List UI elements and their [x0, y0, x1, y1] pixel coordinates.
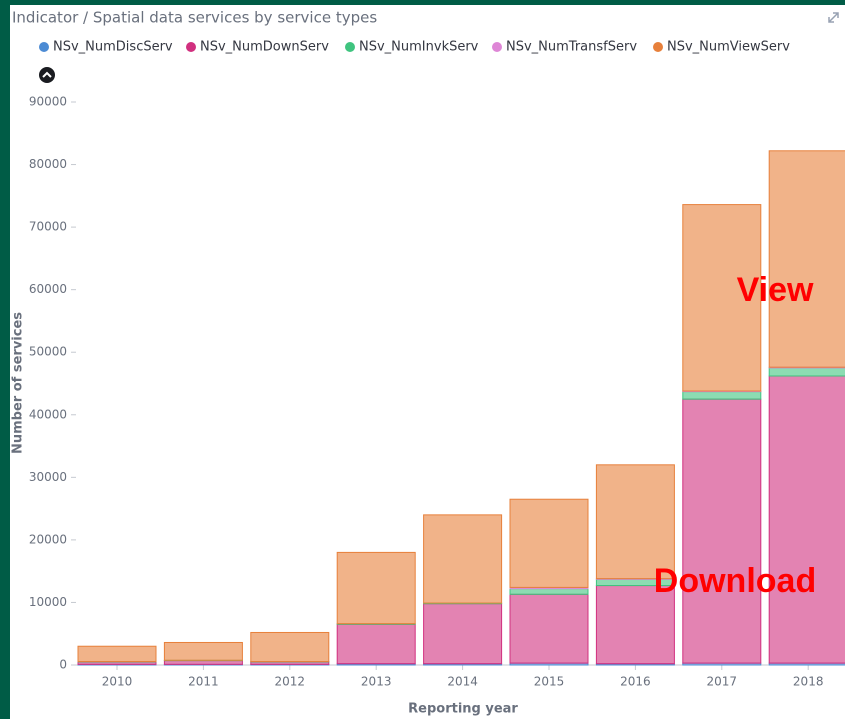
bar-segment: [423, 603, 503, 665]
x-tick-label: 2016: [620, 675, 651, 689]
bar-segment: [163, 641, 243, 661]
bar-segment: [768, 375, 845, 664]
bar-segment: [509, 498, 589, 588]
y-tick-label: 90000: [29, 95, 67, 109]
y-tick-label: 50000: [29, 345, 67, 359]
y-tick-label: 0: [59, 658, 67, 672]
legend-label: NSv_NumDiscServ: [53, 40, 173, 55]
bar-segment: [682, 391, 762, 400]
collapse-legend[interactable]: [39, 67, 55, 83]
chart-title: Indicator / Spatial data services by ser…: [12, 9, 377, 27]
expand-icon[interactable]: [828, 12, 839, 23]
annotation: Download: [654, 562, 816, 600]
legend-label: NSv_NumTransfServ: [506, 40, 637, 55]
y-tick-label: 20000: [29, 532, 67, 546]
bar-segment: [682, 204, 762, 392]
annotation: View: [737, 271, 814, 309]
legend-label: NSv_NumDownServ: [200, 40, 329, 55]
x-tick-label: 2014: [447, 675, 478, 689]
bar-segment: [336, 623, 416, 665]
bar-segment: [768, 367, 845, 377]
bar-segment: [163, 660, 243, 665]
x-tick-label: 2017: [707, 675, 738, 689]
bar-segment: [336, 551, 416, 625]
x-axis-label: Reporting year: [408, 702, 518, 717]
bar-segment: [595, 585, 675, 665]
legend-label: NSv_NumViewServ: [667, 40, 790, 55]
y-tick-label: 40000: [29, 407, 67, 421]
x-tick-label: 2011: [188, 675, 219, 689]
y-tick-label: 10000: [29, 595, 67, 609]
bar-segment: [77, 645, 157, 663]
x-tick-label: 2010: [102, 675, 133, 689]
x-tick-label: 2018: [793, 675, 824, 689]
legend-swatch: [345, 42, 355, 52]
bar-segment: [682, 398, 762, 664]
legend-swatch: [39, 42, 49, 52]
y-tick-label: 70000: [29, 220, 67, 234]
y-axis-label: Number of services: [11, 312, 26, 454]
bar-segment: [509, 593, 589, 664]
legend-swatch: [186, 42, 196, 52]
collapse-arrow: [42, 71, 52, 78]
x-tick-label: 2015: [534, 675, 565, 689]
y-tick-label: 30000: [29, 470, 67, 484]
x-tick-label: 2012: [275, 675, 306, 689]
y-tick-label: 80000: [29, 157, 67, 171]
legend-swatch: [653, 42, 663, 52]
y-tick-label: 60000: [29, 282, 67, 296]
bar-segment: [595, 464, 675, 580]
bar-segment: [423, 514, 503, 604]
bar-segment: [250, 631, 330, 663]
legend-label: NSv_NumInvkServ: [359, 40, 479, 55]
legend-swatch: [492, 42, 502, 52]
x-tick-label: 2013: [361, 675, 392, 689]
bar-segment: [768, 150, 845, 368]
bar-segment: [509, 588, 589, 595]
